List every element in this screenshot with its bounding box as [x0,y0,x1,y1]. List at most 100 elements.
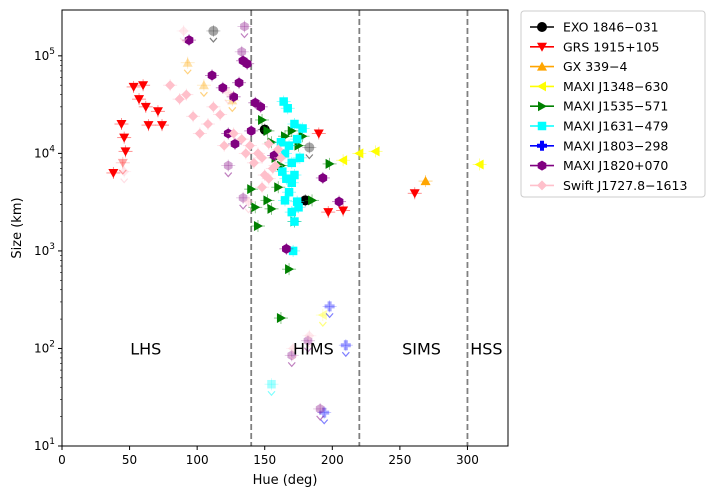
data-point [248,157,259,168]
legend-label: MAXI J1820+070 [563,158,668,173]
data-point [234,77,244,88]
data-point [370,146,380,157]
upper-limit-arrow [240,33,249,39]
data-point [251,202,261,213]
data-point [284,141,294,150]
x-axis: 0 50 100 150 200 250 300 [58,446,479,467]
legend-label: Swift J1727.8−1613 [563,178,687,193]
upper-limit-point [304,330,315,341]
legend-item: GX 339−4 [530,59,628,74]
data-point [323,208,334,218]
legend-marker [537,140,547,151]
upper-limit-point [288,343,299,354]
data-point [143,121,154,131]
data-point [287,178,297,187]
data-point [165,80,176,91]
upper-limit-arrow [224,99,233,105]
series-group [106,79,422,219]
data-point [284,187,294,197]
legend-label: EXO 1846−031 [563,20,659,35]
series-group [264,95,310,397]
legend-marker [537,180,547,191]
data-markers [106,20,487,425]
data-point [152,107,163,117]
upper-limit-arrow [287,361,296,368]
data-point [215,109,226,120]
data-point [278,167,287,176]
data-point [298,124,307,133]
series-group [182,20,347,421]
data-point [184,35,194,46]
upper-limit-point [315,403,325,414]
legend-item: EXO 1846−031 [530,20,659,35]
upper-limit-point [237,46,247,57]
data-point [308,195,318,206]
data-point [409,189,420,199]
data-point [194,128,205,139]
upper-limit-point [340,340,351,351]
data-point [276,138,286,147]
data-point [208,101,219,112]
data-point [334,196,344,207]
upper-limit-point [304,142,315,153]
legend-marker [537,121,547,131]
data-point [474,159,484,170]
upper-limit-point [117,158,128,168]
state-label: HSS [470,339,502,358]
series-group [117,24,317,361]
data-point [290,119,299,129]
y-axis: 101 102 103 104 105 [34,47,62,453]
upper-limit-arrow [244,208,253,214]
data-point [116,120,127,130]
data-point [229,91,238,102]
data-point [420,176,431,186]
data-point [236,134,247,145]
data-point [290,217,299,226]
upper-limit-arrow [118,169,127,175]
state-labels: LHS HIMS SIMS HSS [130,339,502,358]
data-point [338,206,349,216]
legend-marker [537,81,546,92]
plot-area: LHS HIMS SIMS HSS [61,9,509,447]
data-point [263,138,274,149]
data-point [275,152,286,163]
data-point [244,140,255,151]
data-point [263,195,273,206]
data-point [140,102,151,112]
legend-label: MAXI J1803−298 [563,138,668,153]
data-point [270,160,281,171]
upper-limit-point [267,379,276,389]
y-tick-label: 105 [34,47,55,63]
upper-limit-arrow [267,390,276,397]
data-point [276,313,286,324]
data-point [120,147,131,157]
state-label: LHS [130,339,161,358]
x-tick-label: 0 [58,453,66,467]
upper-limit-point [178,25,189,36]
state-boundaries [250,10,469,446]
data-point [287,207,297,217]
upper-limit-point [319,407,330,418]
data-point [285,264,295,275]
upper-limit-arrow [228,106,237,113]
data-point [280,196,290,205]
legend-marker [537,61,547,71]
legend-item: Swift J1727.8−1613 [530,178,687,193]
state-label: HIMS [293,339,334,358]
data-point [263,173,274,184]
data-point [258,114,268,125]
data-point [290,170,299,180]
plot-background [62,10,508,446]
upper-limit-point [238,192,248,203]
y-tick-label: 102 [34,339,55,355]
upper-limit-arrow [316,415,325,421]
upper-limit-arrow [224,172,233,178]
data-point [230,138,240,149]
data-point [279,97,288,106]
upper-limit-point [198,80,209,90]
upper-limit-arrow [199,91,208,98]
data-point [218,82,228,93]
upper-limit-arrow [183,69,192,75]
legend-label: MAXI J1631−479 [563,119,668,134]
